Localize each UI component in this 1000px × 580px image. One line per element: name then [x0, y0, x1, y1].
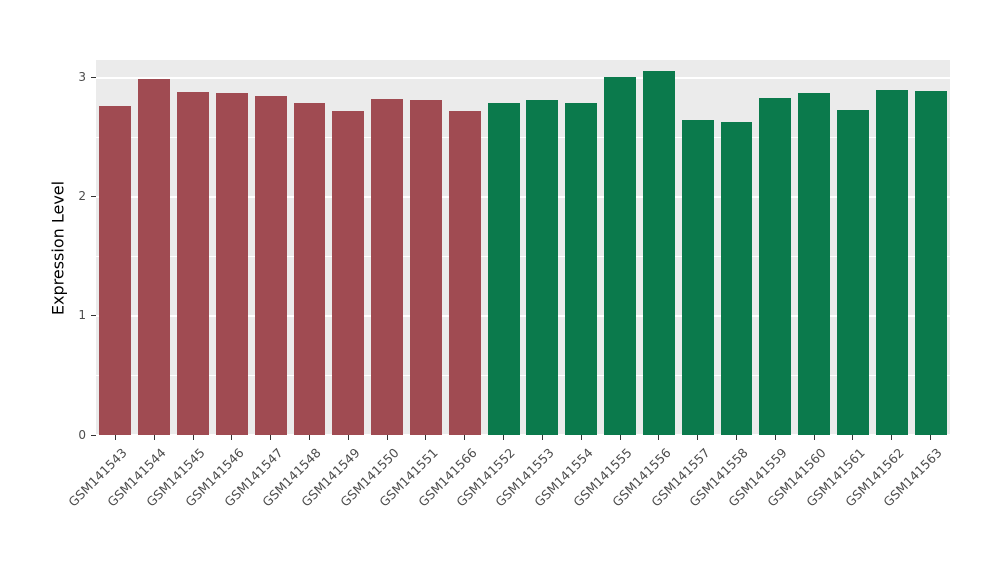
bar-GSM141553 — [526, 100, 559, 435]
x-tick-mark — [891, 435, 893, 440]
x-tick-mark — [231, 435, 233, 440]
minor-gridline — [96, 136, 950, 138]
x-tick-mark — [852, 435, 854, 440]
bar-GSM141566 — [448, 111, 481, 435]
x-tick-mark — [658, 435, 660, 440]
bar-GSM141551 — [410, 100, 442, 435]
bar-GSM141561 — [837, 110, 869, 435]
major-gridline — [96, 77, 950, 79]
y-tick-mark — [91, 77, 96, 79]
bar-GSM141546 — [215, 93, 248, 435]
y-tick-label: 2 — [78, 189, 86, 204]
bar-GSM141547 — [254, 95, 287, 435]
bar-GSM141559 — [759, 98, 792, 435]
major-gridline — [96, 196, 950, 198]
major-gridline — [96, 315, 950, 317]
x-tick-mark — [697, 435, 699, 440]
x-tick-mark — [503, 435, 505, 440]
x-tick-mark — [580, 435, 582, 440]
minor-gridline — [96, 374, 950, 376]
x-tick-mark — [930, 435, 932, 440]
bar-GSM141558 — [720, 121, 753, 435]
bar-GSM141557 — [681, 119, 714, 435]
x-tick-mark — [541, 435, 543, 440]
y-tick-mark — [91, 196, 96, 198]
x-tick-mark — [425, 435, 427, 440]
bar-GSM141544 — [138, 79, 171, 435]
y-tick-label: 0 — [78, 427, 86, 442]
x-tick-mark — [114, 435, 116, 440]
x-tick-mark — [736, 435, 737, 440]
major-gridline — [96, 434, 950, 436]
bar-GSM141550 — [371, 99, 404, 435]
bar-GSM141554 — [565, 102, 598, 435]
x-tick-mark — [270, 435, 272, 440]
x-tick-mark — [464, 435, 466, 440]
bar-GSM141552 — [487, 102, 520, 435]
bar-GSM141563 — [914, 90, 947, 435]
x-tick-mark — [309, 435, 310, 440]
plot-panel — [96, 60, 950, 436]
y-tick-mark — [91, 434, 96, 436]
bar-GSM141548 — [293, 102, 326, 435]
bar-GSM141560 — [798, 93, 831, 435]
x-tick-mark — [153, 435, 155, 440]
bar-GSM141543 — [99, 106, 132, 435]
bar-GSM141549 — [332, 111, 365, 435]
x-tick-mark — [386, 435, 388, 440]
y-tick-mark — [91, 315, 96, 317]
x-tick-mark — [774, 435, 776, 440]
x-tick-mark — [347, 435, 349, 440]
y-tick-label: 1 — [78, 308, 86, 323]
y-tick-label: 3 — [78, 70, 86, 85]
bar-GSM141555 — [604, 76, 636, 435]
bar-GSM141562 — [875, 89, 908, 435]
x-tick-mark — [813, 435, 815, 440]
bar-GSM141556 — [642, 70, 675, 435]
x-tick-mark — [192, 435, 194, 440]
bar-GSM141545 — [177, 92, 209, 435]
minor-gridline — [96, 255, 950, 257]
x-tick-mark — [619, 435, 621, 440]
